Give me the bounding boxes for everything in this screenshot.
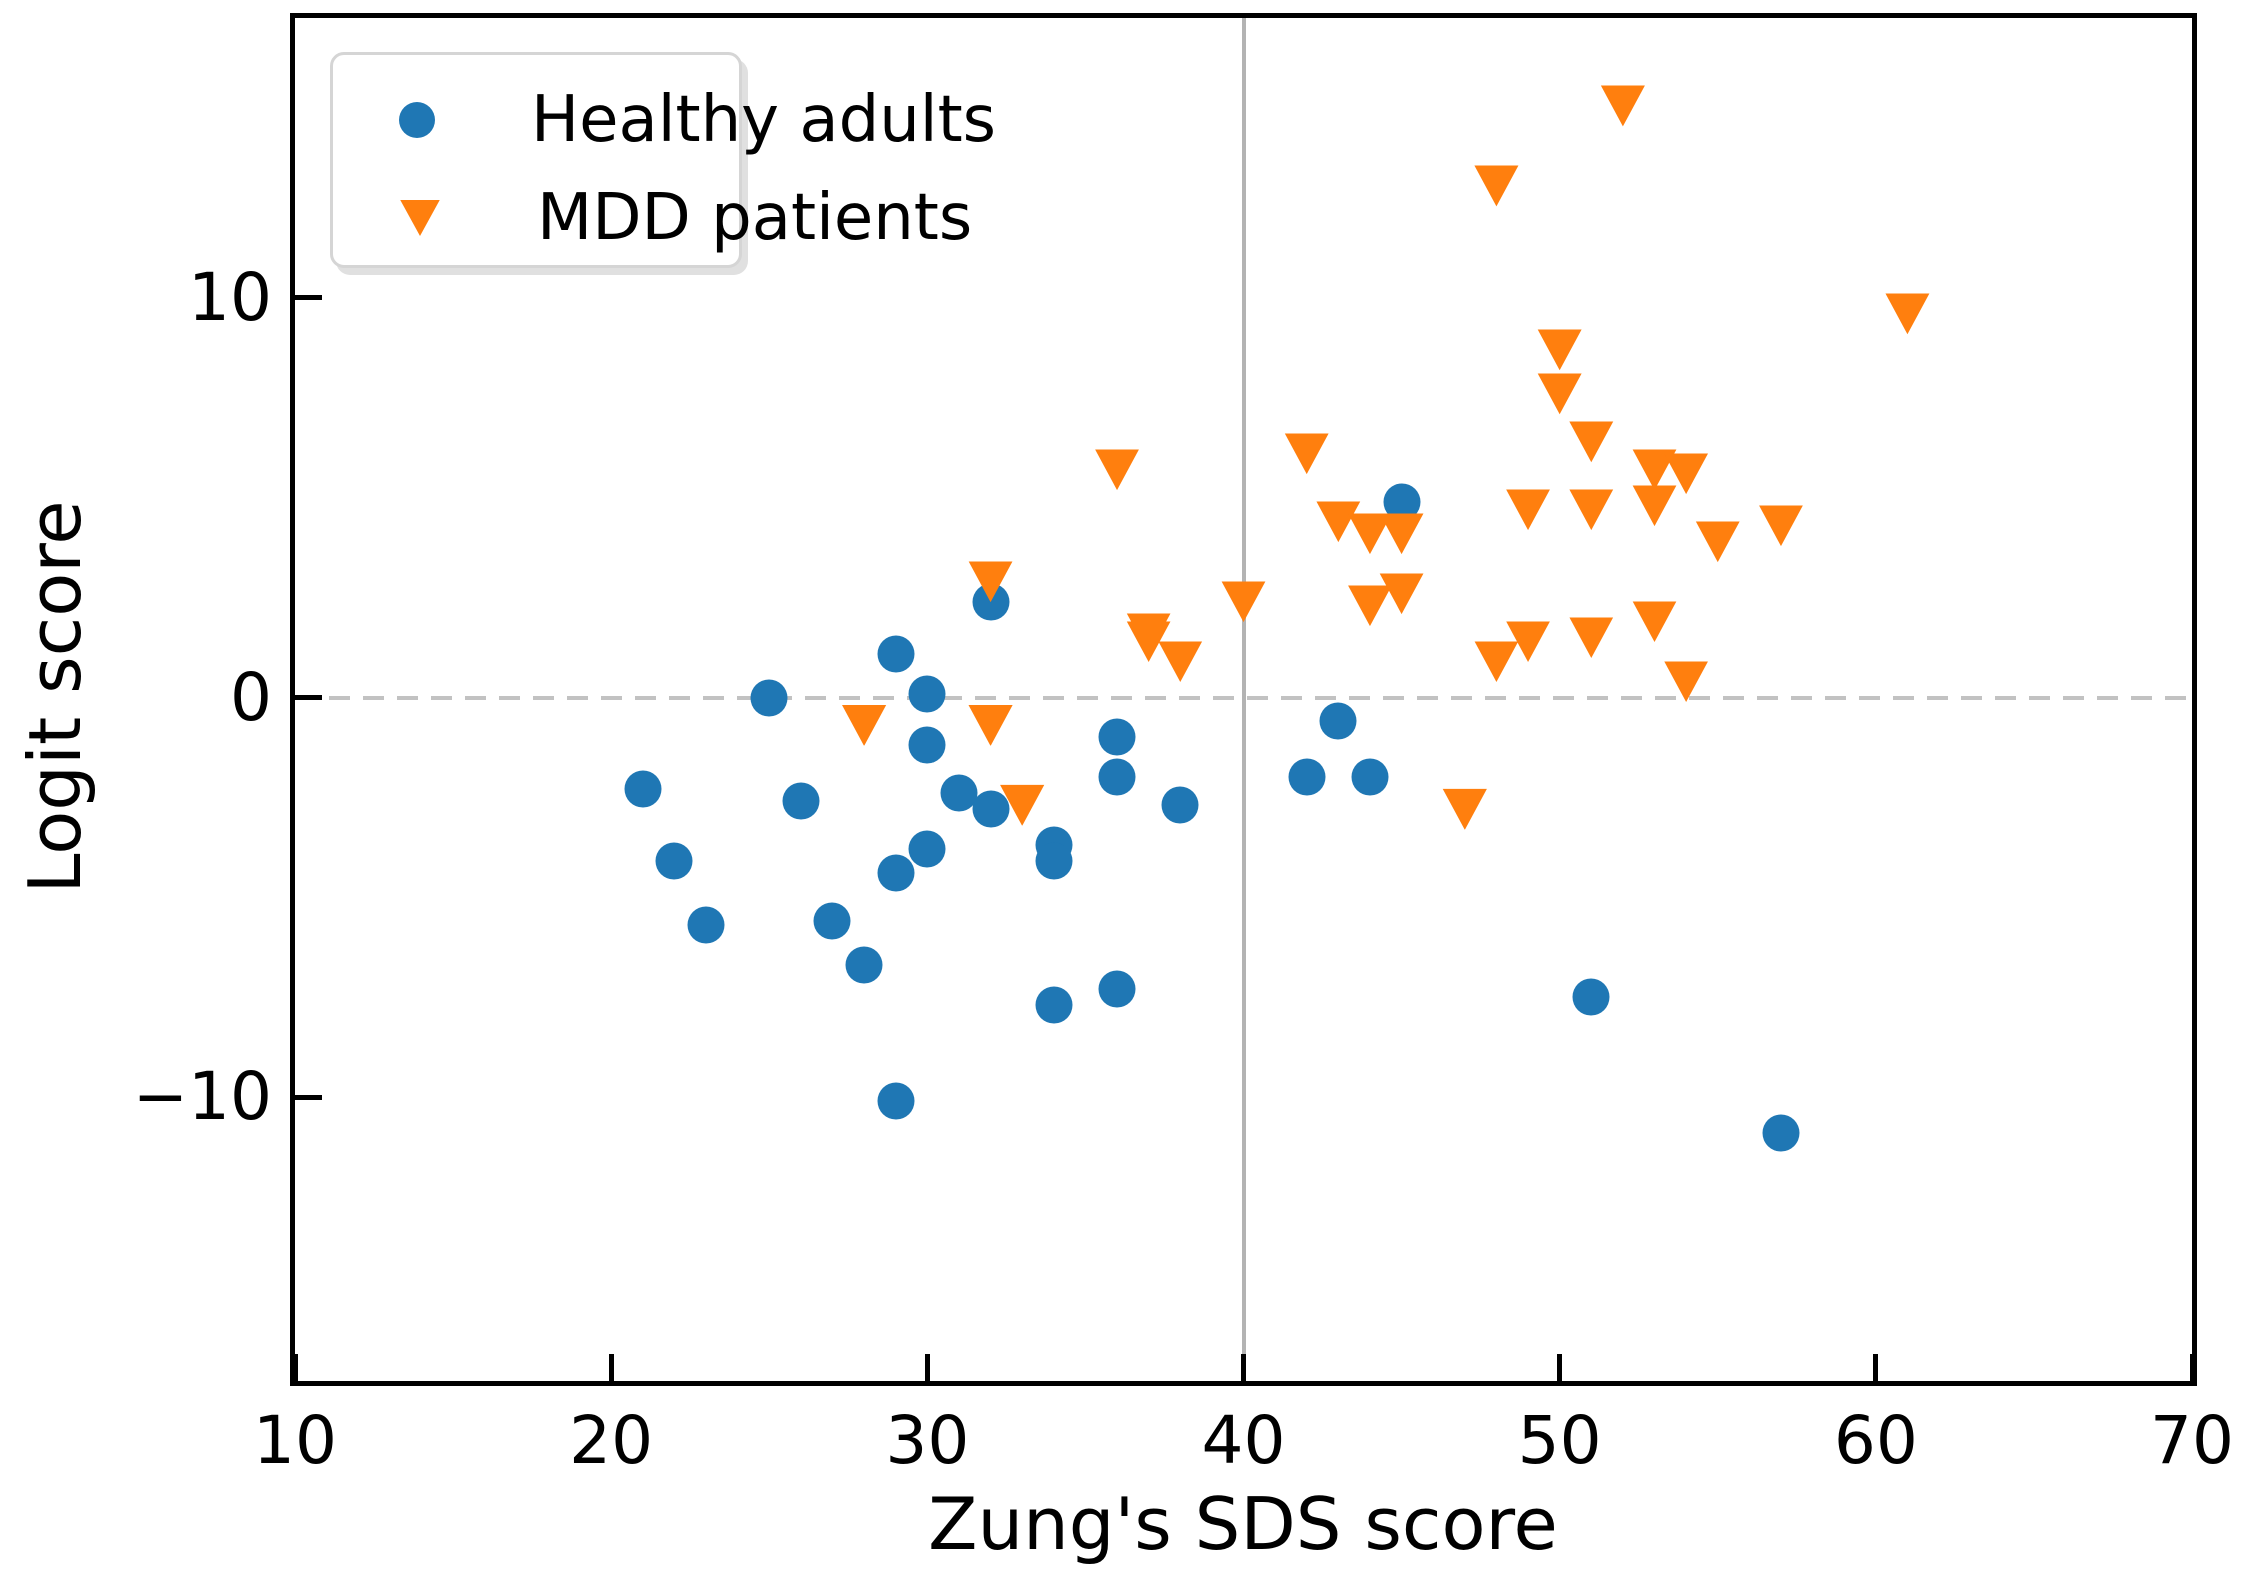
y-tick — [295, 1094, 322, 1100]
x-tick — [292, 1354, 298, 1381]
y-tick-label: 0 — [230, 658, 272, 736]
x-tick-label: 20 — [569, 1402, 654, 1479]
data-point-healthy — [845, 946, 883, 984]
legend-label-healthy: Healthy adults — [531, 83, 996, 157]
x-tick — [924, 1354, 930, 1381]
x-tick-label: 30 — [885, 1402, 970, 1479]
x-tick — [1241, 1354, 1246, 1381]
data-point-healthy — [877, 1082, 915, 1120]
data-point-healthy — [687, 906, 725, 944]
vertical-reference-line — [1241, 18, 1246, 1381]
data-point-healthy — [1762, 1114, 1800, 1152]
data-point-healthy — [624, 770, 662, 808]
x-tick — [1557, 1354, 1563, 1381]
x-tick — [1873, 1354, 1879, 1381]
data-point-healthy — [1161, 786, 1199, 824]
x-tick-label: 10 — [253, 1402, 337, 1479]
y-tick-label: 10 — [188, 258, 272, 336]
data-point-healthy — [750, 679, 788, 716]
data-point-healthy — [908, 726, 946, 764]
x-tick-label: 40 — [1201, 1402, 1286, 1479]
legend-item-healthy: Healthy adults — [333, 71, 996, 169]
data-point-healthy — [1572, 978, 1610, 1016]
data-point-healthy — [908, 675, 946, 712]
legend: Healthy adults MDD patients — [330, 52, 996, 268]
triangle-down-icon — [400, 200, 440, 236]
x-axis-label: Zung's SDS score — [928, 1482, 1558, 1566]
x-tick-label: 60 — [1833, 1402, 1918, 1479]
x-tick — [2189, 1354, 2195, 1381]
data-point-healthy — [813, 902, 851, 940]
y-tick-label: −10 — [132, 1058, 272, 1136]
y-tick — [295, 695, 322, 700]
data-point-healthy — [1288, 758, 1326, 796]
y-tick — [295, 295, 322, 301]
data-point-healthy — [1098, 718, 1136, 756]
legend-item-mdd: MDD patients — [333, 169, 972, 267]
data-point-healthy — [1351, 758, 1389, 796]
data-point-healthy — [655, 842, 693, 880]
y-axis-label: Logit score — [13, 500, 97, 894]
zero-dashed-line — [295, 695, 2192, 700]
x-tick — [608, 1354, 614, 1381]
x-tick-label: 70 — [2150, 1402, 2234, 1479]
data-point-healthy — [908, 830, 946, 868]
data-point-healthy — [972, 790, 1010, 828]
data-point-healthy — [877, 635, 915, 673]
legend-label-mdd: MDD patients — [537, 181, 973, 255]
data-point-healthy — [940, 774, 978, 812]
data-point-healthy — [782, 782, 820, 820]
data-point-healthy — [1098, 758, 1136, 796]
plot-area — [290, 13, 2197, 1386]
data-point-healthy — [1035, 842, 1073, 880]
data-point-healthy — [1319, 702, 1357, 740]
data-point-healthy — [1035, 986, 1073, 1024]
data-point-healthy — [877, 854, 915, 892]
data-point-healthy — [1098, 970, 1136, 1008]
x-tick-label: 50 — [1517, 1402, 1602, 1479]
circle-icon — [399, 102, 435, 138]
